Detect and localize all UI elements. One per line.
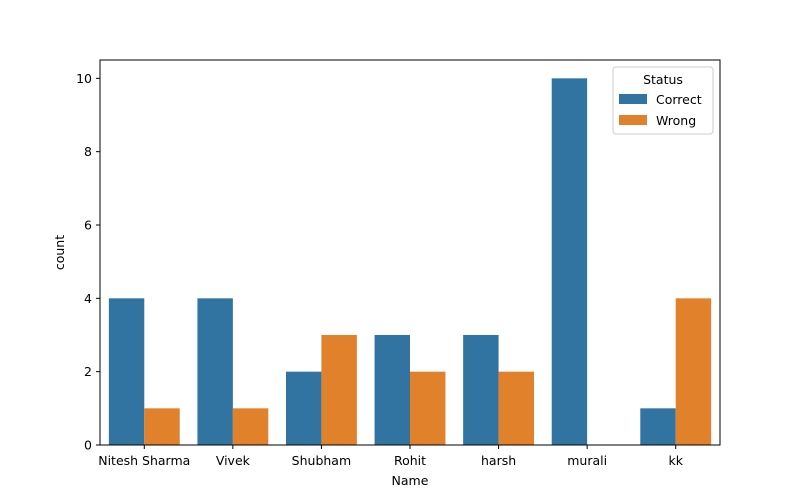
x-axis-title: Name xyxy=(392,473,429,488)
x-axis: Nitesh Sharma Vivek Shubham Rohit harsh mural… xyxy=(98,445,684,468)
bar-correct-shubham xyxy=(286,371,322,445)
x-tick-label: Vivek xyxy=(216,453,251,468)
y-tick-label: 4 xyxy=(84,291,92,306)
y-tick-label: 2 xyxy=(84,364,92,379)
bar-correct-rohit xyxy=(374,335,410,445)
y-axis-title: count xyxy=(52,235,67,270)
bar-wrong-nitesh-sharma xyxy=(144,408,180,445)
legend: Status Correct Wrong xyxy=(612,66,714,135)
bar-correct-murali xyxy=(551,78,588,445)
x-tick-label: Shubham xyxy=(292,453,351,468)
y-axis: 0 2 4 6 8 10 xyxy=(76,71,100,453)
bar-wrong-harsh xyxy=(498,371,534,445)
bar-wrong-rohit xyxy=(410,371,446,445)
legend-title: Status xyxy=(643,72,683,87)
y-tick-label: 6 xyxy=(84,218,92,233)
bar-correct-vivek xyxy=(197,298,233,445)
x-tick-label: Nitesh Sharma xyxy=(98,453,190,468)
bar-correct-kk xyxy=(640,408,676,445)
legend-swatch-correct xyxy=(619,94,647,104)
bar-wrong-kk xyxy=(675,298,712,445)
legend-label-correct: Correct xyxy=(656,92,702,107)
x-tick-label: kk xyxy=(668,453,683,468)
bar-wrong-shubham xyxy=(321,335,357,445)
y-tick-label: 0 xyxy=(84,438,92,453)
x-tick-label: murali xyxy=(567,453,607,468)
bar-correct-harsh xyxy=(463,335,499,445)
x-tick-label: harsh xyxy=(481,453,516,468)
legend-label-wrong: Wrong xyxy=(656,113,696,128)
bar-correct-nitesh-sharma xyxy=(108,298,145,445)
y-tick-label: 8 xyxy=(84,144,92,159)
legend-swatch-wrong xyxy=(619,115,647,125)
bar-wrong-vivek xyxy=(232,408,269,445)
bars-group xyxy=(108,78,712,445)
x-tick-label: Rohit xyxy=(394,453,426,468)
y-tick-label: 10 xyxy=(76,71,92,86)
